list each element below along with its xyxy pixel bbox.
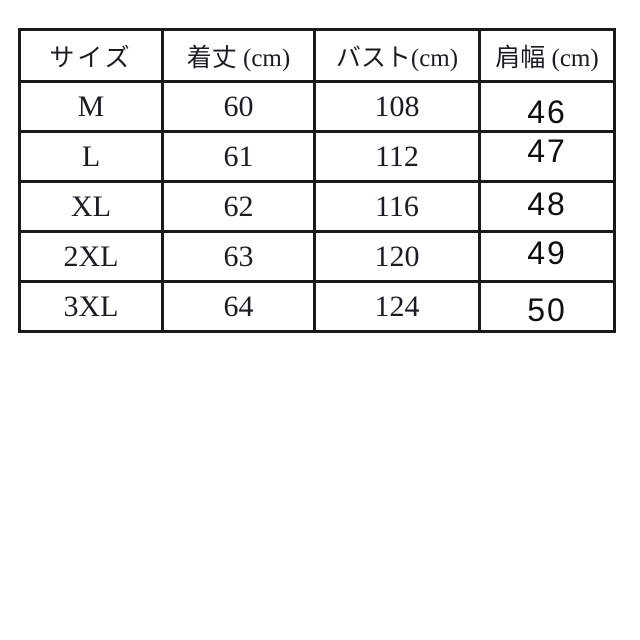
header-row: サイズ 着丈 (cm) バスト(cm) 肩幅 (cm): [18, 28, 616, 83]
cell-size: 3XL: [18, 280, 164, 333]
cell-size: M: [18, 80, 164, 133]
cell-length: 64: [161, 280, 316, 333]
cell-length: 61: [161, 130, 316, 183]
cell-shoulder-value: 49: [527, 235, 567, 271]
cell-shoulder: 46: [478, 80, 616, 133]
table-row: 3XL 64 124 50: [18, 280, 616, 333]
cell-shoulder-value: 50: [527, 292, 567, 328]
table-row: L 61 112 47: [18, 130, 616, 183]
cell-shoulder-value: 47: [527, 133, 567, 170]
cell-size: XL: [18, 180, 164, 233]
cell-size: 2XL: [18, 230, 164, 283]
cell-bust: 112: [313, 130, 481, 183]
cell-shoulder-value: 46: [527, 94, 567, 130]
cell-length: 62: [161, 180, 316, 233]
column-header-shoulder: 肩幅 (cm): [478, 28, 616, 83]
cell-size: L: [18, 130, 164, 183]
table-row: M 60 108 46: [18, 80, 616, 133]
column-header-bust: バスト(cm): [313, 28, 481, 83]
cell-bust: 120: [313, 230, 481, 283]
cell-length: 63: [161, 230, 316, 283]
table-row: 2XL 63 120 49: [18, 230, 616, 283]
cell-shoulder: 48: [478, 180, 616, 233]
cell-length: 60: [161, 80, 316, 133]
cell-shoulder: 50: [478, 280, 616, 333]
table-row: XL 62 116 48: [18, 180, 616, 233]
cell-bust: 124: [313, 280, 481, 333]
column-header-size: サイズ: [18, 28, 164, 83]
size-chart-table: サイズ 着丈 (cm) バスト(cm) 肩幅 (cm) M 60 108 46 …: [18, 28, 616, 333]
cell-bust: 108: [313, 80, 481, 133]
column-header-length: 着丈 (cm): [161, 28, 316, 83]
cell-shoulder-value: 48: [527, 186, 567, 222]
cell-shoulder: 49: [478, 230, 616, 283]
cell-bust: 116: [313, 180, 481, 233]
cell-shoulder: 47: [478, 130, 616, 183]
